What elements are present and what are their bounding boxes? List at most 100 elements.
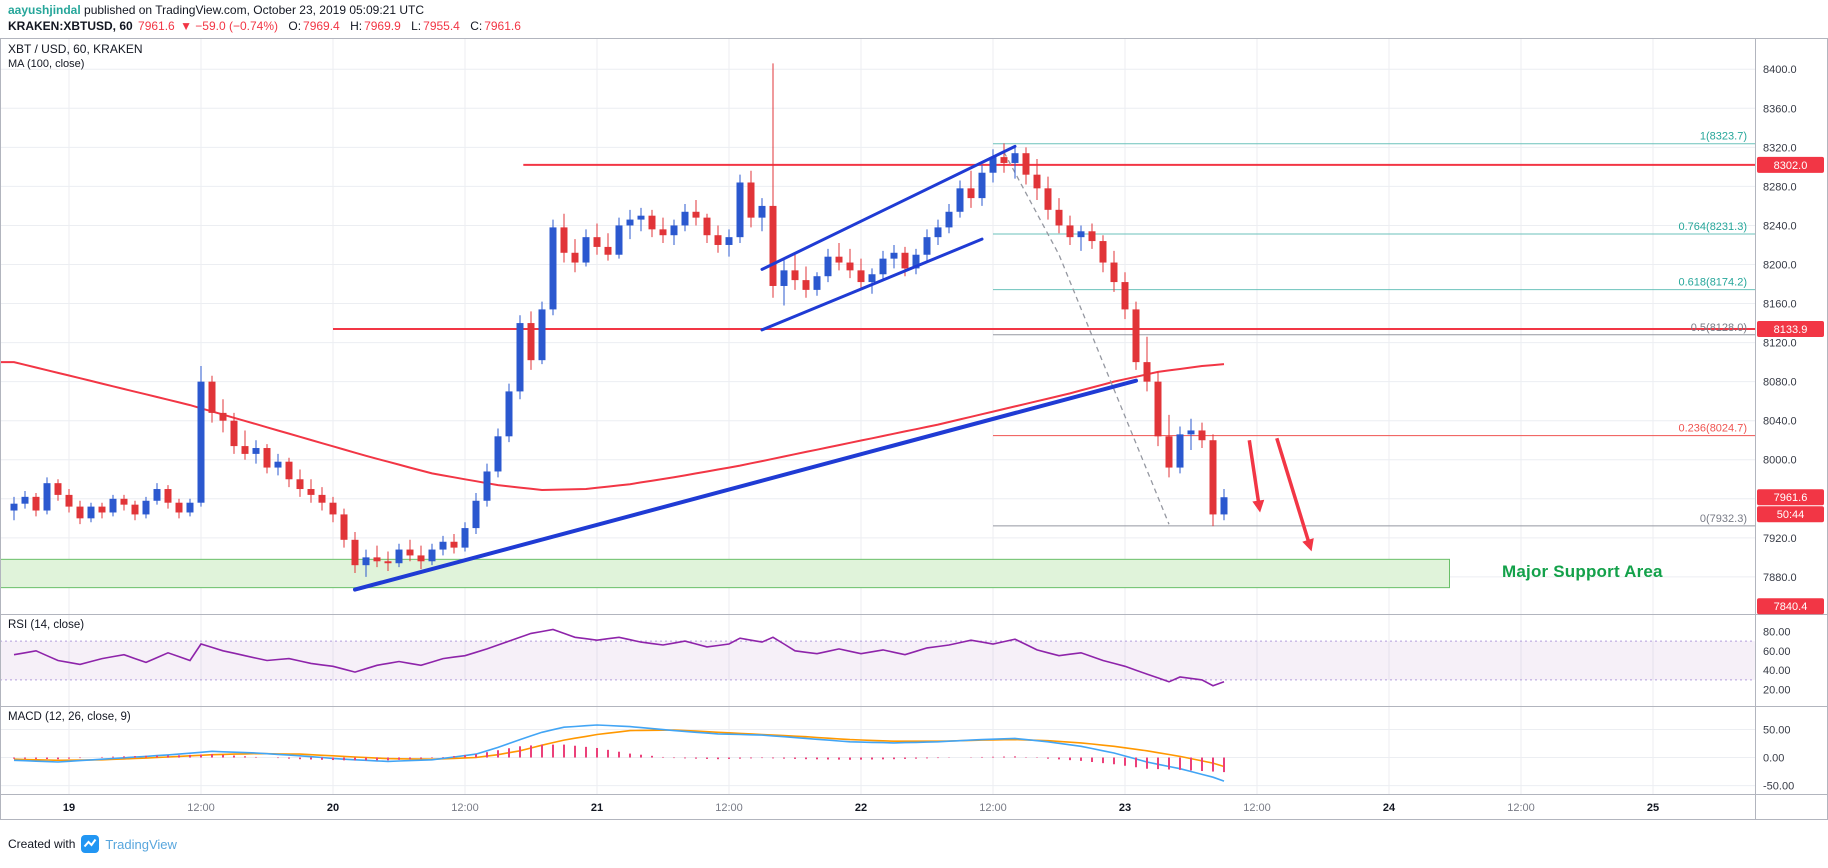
candle — [824, 256, 832, 277]
tradingview-logo-icon — [81, 835, 100, 853]
candle — [329, 502, 337, 515]
candle — [1088, 231, 1096, 242]
svg-text:0.00: 0.00 — [1763, 753, 1784, 765]
candle — [472, 500, 480, 529]
svg-text:8240.0: 8240.0 — [1763, 220, 1797, 232]
price-badge — [1757, 489, 1824, 506]
chart-canvas[interactable]: 1(8323.7) 0.764(8231.3) 0.618(8174.2) 0.5(8… — [0, 38, 1828, 820]
candle — [703, 217, 711, 236]
svg-text:-50.00: -50.00 — [1763, 781, 1794, 793]
candle — [109, 498, 117, 513]
candle — [428, 549, 436, 562]
svg-text:8080.0: 8080.0 — [1763, 377, 1797, 389]
candle — [186, 502, 194, 513]
candle — [10, 503, 18, 511]
svg-text:8120.0: 8120.0 — [1763, 338, 1797, 350]
candle — [978, 172, 986, 199]
candle — [802, 280, 810, 290]
candle — [1077, 231, 1085, 238]
candle — [1044, 188, 1052, 210]
candle — [406, 549, 414, 556]
candle — [65, 494, 73, 507]
svg-text:25: 25 — [1647, 802, 1659, 814]
candle — [648, 215, 656, 230]
candle — [758, 205, 766, 218]
candle — [1000, 157, 1008, 163]
candle — [637, 215, 645, 220]
candle — [967, 188, 975, 199]
candle — [153, 489, 161, 501]
price-change: ▼ −59.0 (−0.74%) — [180, 19, 279, 33]
candle — [362, 557, 370, 566]
candle — [76, 506, 84, 519]
candle — [1143, 362, 1151, 382]
svg-text:8200.0: 8200.0 — [1763, 259, 1797, 271]
fib-label: 0(7932.3) — [1700, 513, 1747, 525]
svg-text:7840.4: 7840.4 — [1774, 601, 1808, 613]
price-badges: 8302.0 8133.9 7961.6 50:44 7840.4 — [1757, 156, 1824, 615]
macd-histogram — [13, 744, 1225, 773]
candle — [1198, 430, 1206, 441]
candle — [351, 539, 359, 566]
candle — [857, 270, 865, 283]
candle — [527, 323, 535, 361]
candle — [626, 219, 634, 226]
footer: Created with TradingView — [0, 820, 1828, 868]
fib-label: 0.236(8024.7) — [1679, 423, 1748, 435]
candle — [1121, 282, 1129, 310]
author-link[interactable]: aayushjindal — [8, 3, 81, 17]
candle — [98, 506, 106, 513]
price-badge — [1757, 156, 1824, 173]
candle — [263, 448, 271, 468]
trend-lines — [353, 144, 1138, 592]
arrows-layer — [1247, 437, 1314, 552]
candle — [384, 561, 392, 564]
candle — [615, 225, 623, 255]
candle — [164, 489, 172, 503]
svg-text:12:00: 12:00 — [1507, 802, 1535, 814]
candle — [439, 541, 447, 550]
candle — [1187, 430, 1195, 435]
candle — [692, 211, 700, 218]
svg-text:22: 22 — [855, 802, 867, 814]
candle — [274, 461, 282, 468]
candle — [956, 188, 964, 212]
svg-text:7961.6: 7961.6 — [1774, 492, 1808, 504]
svg-text:80.00: 80.00 — [1763, 626, 1791, 638]
svg-text:60.00: 60.00 — [1763, 646, 1791, 658]
svg-text:8160.0: 8160.0 — [1763, 299, 1797, 311]
svg-text:12:00: 12:00 — [1243, 802, 1271, 814]
candle — [1209, 440, 1217, 515]
candle — [571, 252, 579, 263]
candle — [868, 274, 876, 283]
open-label: O: — [288, 19, 302, 33]
svg-text:8040.0: 8040.0 — [1763, 416, 1797, 428]
candle — [461, 528, 469, 548]
candle — [725, 237, 733, 245]
low-value: 7955.4 — [423, 19, 460, 33]
candle — [901, 252, 909, 269]
svg-text:12:00: 12:00 — [715, 802, 743, 814]
time-axis[interactable]: 19 12:00 20 12:00 21 12:00 22 12:00 23 12:00 24 12:… — [63, 802, 1659, 814]
candle — [142, 500, 150, 515]
candle — [241, 446, 249, 454]
candle — [450, 541, 458, 548]
candle — [219, 412, 227, 421]
price-axis[interactable]: 8400.0 8360.0 8320.0 8280.0 8240.0 8200.0 8160… — [1763, 64, 1797, 792]
candle — [989, 157, 997, 173]
tradingview-link[interactable]: TradingView — [105, 836, 177, 852]
candle — [307, 489, 315, 495]
svg-text:20.00: 20.00 — [1763, 685, 1791, 697]
candle — [296, 479, 304, 490]
price-badge — [1757, 506, 1824, 523]
candle — [340, 514, 348, 540]
svg-text:8320.0: 8320.0 — [1763, 142, 1797, 154]
svg-text:12:00: 12:00 — [451, 802, 479, 814]
candle — [846, 262, 854, 271]
candle — [395, 549, 403, 564]
rsi-pane — [0, 628, 1755, 687]
close-value: 7961.6 — [484, 19, 521, 33]
svg-text:8400.0: 8400.0 — [1763, 64, 1797, 76]
candle — [769, 205, 777, 286]
candle — [1099, 241, 1107, 263]
